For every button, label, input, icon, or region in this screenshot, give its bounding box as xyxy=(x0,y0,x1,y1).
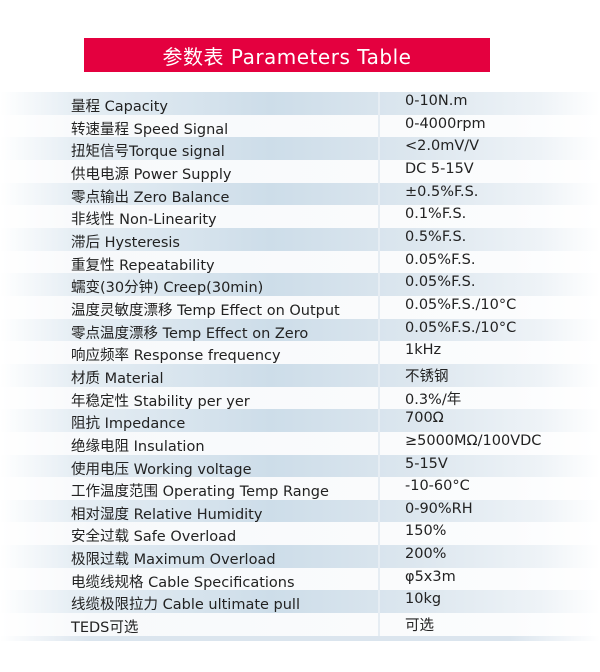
parameter-value: 0-90%RH xyxy=(405,500,473,517)
parameter-value: 5-15V xyxy=(405,455,448,472)
parameter-label: 工作温度范围 Operating Temp Range xyxy=(71,484,329,501)
parameter-value: 0.05%F.S./10°C xyxy=(405,296,517,313)
table-bottom-band xyxy=(0,636,600,641)
table-row: 安全过载 Safe Overload 150% xyxy=(0,522,600,545)
parameter-value: 1kHz xyxy=(405,342,442,359)
table-row: 非线性 Non-Linearity 0.1%F.S. xyxy=(0,205,600,228)
parameter-label: 滞后 Hysteresis xyxy=(71,234,180,251)
table-row: 年稳定性 Stability per yer 0.3%/年 xyxy=(0,386,600,410)
parameter-label: 零点温度漂移 Temp Effect on Zero xyxy=(71,325,309,342)
table-row: 零点温度漂移 Temp Effect on Zero 0.05%F.S./10°C xyxy=(0,318,600,342)
parameter-value: -10-60°C xyxy=(405,478,470,495)
table-row: 蠕变(30分钟) Creep(30min) 0.05%F.S. xyxy=(0,273,600,296)
parameter-label: 阻抗 Impedance xyxy=(71,416,186,433)
table-row: 阻抗 Impedance 700Ω xyxy=(0,409,600,432)
parameters-table: 量程 Capacity 0-10N.m 转速量程 Speed Signal 0-400… xyxy=(0,92,600,636)
parameter-label: 年稳定性 Stability per yer xyxy=(71,393,250,410)
table-row: 响应频率 Response frequency 1kHz xyxy=(0,341,600,364)
table-row: 温度灵敏度漂移 Temp Effect on Output 0.05%F.S./1… xyxy=(0,295,600,319)
table-row: 电缆线规格 Cable Specifications φ5x3m xyxy=(0,567,600,591)
table-row: 零点输出 Zero Balance ±0.5%F.S. xyxy=(0,182,600,206)
parameter-label: 重复性 Repeatability xyxy=(71,257,215,274)
parameter-value: φ5x3m xyxy=(405,568,456,585)
table-row: 滞后 Hysteresis 0.5%F.S. xyxy=(0,227,600,251)
parameter-value: 0.5%F.S. xyxy=(405,228,467,245)
table-row: 供电电源 Power Supply DC 5-15V xyxy=(0,159,600,183)
parameter-value: 700Ω xyxy=(405,410,444,427)
parameter-label: 使用电压 Working voltage xyxy=(71,461,252,478)
parameter-label: 转速量程 Speed Signal xyxy=(71,121,229,138)
table-row: 极限过载 Maximum Overload 200% xyxy=(0,545,600,568)
parameter-label: 响应频率 Response frequency xyxy=(71,348,281,365)
parameter-label: 温度灵敏度漂移 Temp Effect on Output xyxy=(71,302,340,319)
parameter-value: 0.05%F.S./10°C xyxy=(405,319,517,336)
parameter-label: 线缆极限拉力 Cable ultimate pull xyxy=(71,597,300,614)
parameter-value: 0.1%F.S. xyxy=(405,206,467,223)
column-divider xyxy=(378,92,380,640)
parameter-value: <2.0mV/V xyxy=(405,138,480,155)
parameter-value: 0.05%F.S. xyxy=(405,274,476,291)
table-title: 参数表 Parameters Table xyxy=(162,44,412,69)
parameter-value: 可选 xyxy=(405,618,434,635)
table-row: 重复性 Repeatability 0.05%F.S. xyxy=(0,250,600,274)
parameter-label: 量程 Capacity xyxy=(71,99,168,115)
table-row: 材质 Material 不锈钢 xyxy=(0,363,600,387)
parameter-label: 安全过载 Safe Overload xyxy=(71,529,237,546)
table-row: 量程 Capacity 0-10N.m xyxy=(0,92,600,115)
parameter-label: 材质 Material xyxy=(71,370,164,387)
parameter-value: 0-4000rpm xyxy=(405,115,486,132)
parameter-label: 相对湿度 Relative Humidity xyxy=(71,506,263,523)
table-row: 使用电压 Working voltage 5-15V xyxy=(0,454,600,478)
parameter-value: 0-10N.m xyxy=(405,93,468,109)
parameter-value: 不锈钢 xyxy=(405,368,449,385)
parameter-value: 10kg xyxy=(405,591,442,608)
table-row: 工作温度范围 Operating Temp Range -10-60°C xyxy=(0,477,600,500)
parameter-label: 扭矩信号Torque signal xyxy=(71,144,225,161)
parameter-value: 0.3%/年 xyxy=(405,391,462,408)
parameter-value: 200% xyxy=(405,546,447,563)
parameter-value: ±0.5%F.S. xyxy=(405,183,479,200)
table-row: 转速量程 Speed Signal 0-4000rpm xyxy=(0,114,600,138)
parameter-value: DC 5-15V xyxy=(405,160,474,177)
parameter-label: 零点输出 Zero Balance xyxy=(71,189,230,206)
table-title-banner: 参数表 Parameters Table xyxy=(84,38,490,72)
parameter-label: TEDS可选 xyxy=(71,620,139,637)
table-row: 扭矩信号Torque signal <2.0mV/V xyxy=(0,137,600,160)
parameter-value: ≥5000MΩ/100VDC xyxy=(405,432,542,449)
table-row: 相对湿度 Relative Humidity 0-90%RH xyxy=(0,499,600,523)
parameter-label: 非线性 Non-Linearity xyxy=(71,212,217,229)
parameter-value: 0.05%F.S. xyxy=(405,251,476,268)
parameter-label: 电缆线规格 Cable Specifications xyxy=(71,574,295,591)
table-row: 绝缘电阻 Insulation ≥5000MΩ/100VDC xyxy=(0,431,600,455)
parameter-label: 供电电源 Power Supply xyxy=(71,166,232,183)
parameter-label: 蠕变(30分钟) Creep(30min) xyxy=(71,280,264,297)
parameter-label: 绝缘电阻 Insulation xyxy=(71,438,205,455)
table-row: TEDS可选 可选 xyxy=(0,613,600,636)
parameter-label: 极限过载 Maximum Overload xyxy=(71,552,276,569)
table-row: 线缆极限拉力 Cable ultimate pull 10kg xyxy=(0,590,600,613)
parameter-value: 150% xyxy=(405,523,447,540)
